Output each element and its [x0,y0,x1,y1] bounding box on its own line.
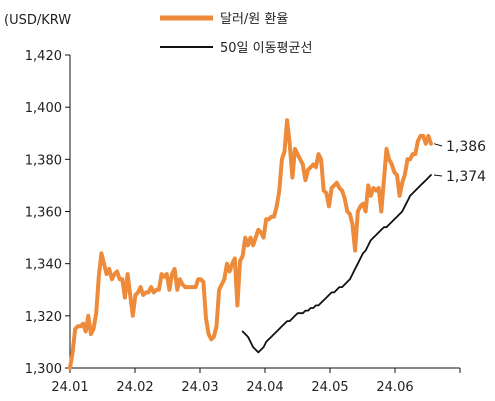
y-tick-label: 1,320 [25,310,62,325]
end-label-leader [433,143,443,147]
end-label-exchange-rate: 1,386 [446,139,486,155]
axes: 1,300 1,320 1,340 1,360 1,380 1,400 1,420 24.01… [25,49,461,395]
series-line-moving-average [241,174,432,354]
end-labels: 1,386 1,374 [433,139,486,185]
y-tick-label: 1,300 [25,362,62,377]
end-label-moving-average: 1,374 [446,169,486,185]
end-label-leader [433,174,443,177]
x-tick-label: 24.04 [246,380,283,395]
series-line-exchange-rate [68,118,433,370]
x-tick-label: 24.05 [311,380,348,395]
x-tick-label: 24.02 [116,380,153,395]
x-tick-label: 24.01 [51,380,88,395]
y-tick-label: 1,420 [25,49,62,64]
legend-label-exchange-rate: 달러/원 환율 [220,12,288,27]
series-layer [68,118,433,370]
y-tick-label: 1,360 [25,206,62,221]
y-tick-label: 1,340 [25,258,62,273]
legend-label-moving-average: 50일 이동평균선 [220,41,312,56]
x-tick-label: 24.03 [181,380,218,395]
legend: 달러/원 환율 50일 이동평균선 [160,12,312,56]
y-tick-label: 1,380 [25,153,62,168]
y-tick-label: 1,400 [25,101,62,116]
x-tick-label: 24.06 [376,380,413,395]
unit-label: (USD/KRW [4,13,71,28]
